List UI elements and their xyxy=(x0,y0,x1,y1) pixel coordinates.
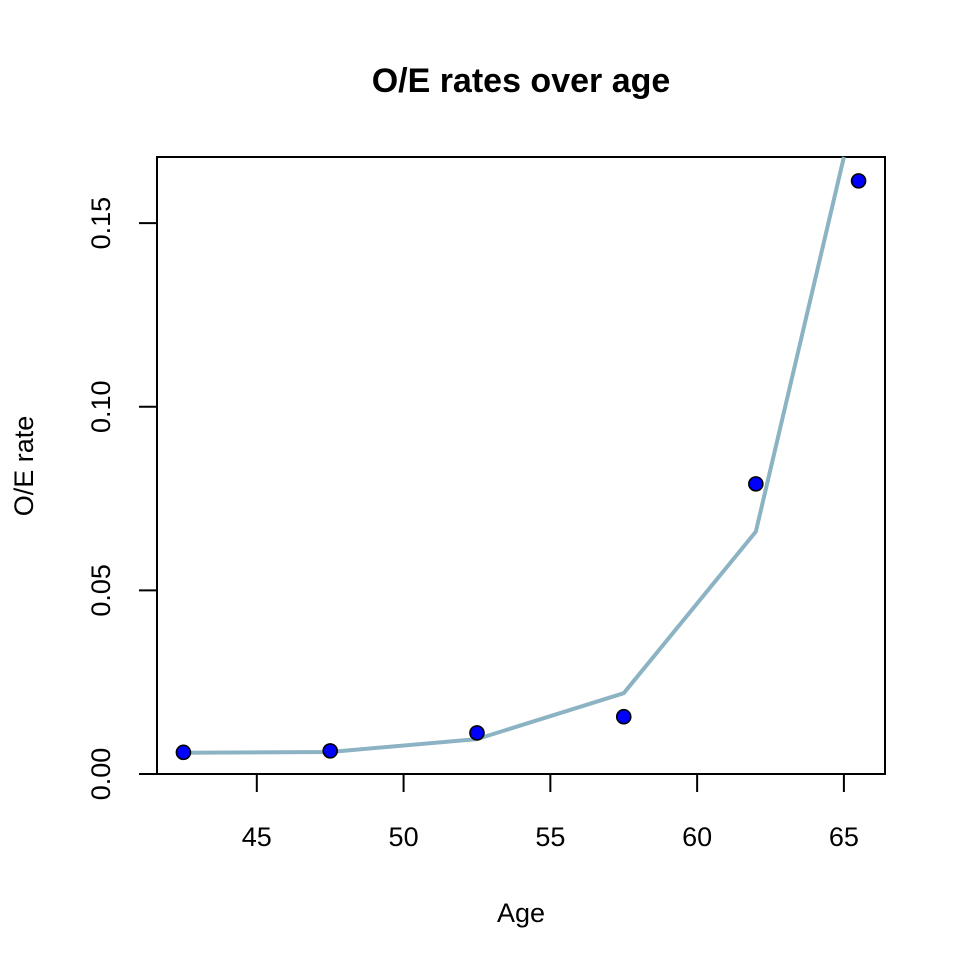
chart-title: O/E rates over age xyxy=(372,62,671,100)
x-axis-label: Age xyxy=(497,898,545,928)
x-tick-label: 60 xyxy=(682,822,712,852)
data-point xyxy=(175,744,192,761)
data-point xyxy=(615,708,632,725)
data-point xyxy=(322,743,338,759)
x-tick-label: 55 xyxy=(535,822,565,852)
y-tick-label: 0.05 xyxy=(86,564,116,617)
y-tick-label: 0.10 xyxy=(86,380,116,433)
y-tick-label: 0.15 xyxy=(86,197,116,250)
plot-area-frame xyxy=(156,156,886,775)
y-tick-label: 0.00 xyxy=(86,748,116,801)
series-layer xyxy=(175,156,867,761)
x-tick-label: 65 xyxy=(829,822,859,852)
y-axis: 0.00 0.05 0.10 0.15 xyxy=(86,197,158,801)
fitted-line xyxy=(183,156,846,755)
x-tick-label: 50 xyxy=(389,822,419,852)
data-point xyxy=(748,476,764,492)
y-axis-label: O/E rate xyxy=(9,416,39,517)
x-tick-label: 45 xyxy=(242,822,272,852)
data-point xyxy=(469,725,485,741)
data-point xyxy=(850,173,867,189)
x-axis: 45 50 55 60 65 xyxy=(242,773,859,852)
